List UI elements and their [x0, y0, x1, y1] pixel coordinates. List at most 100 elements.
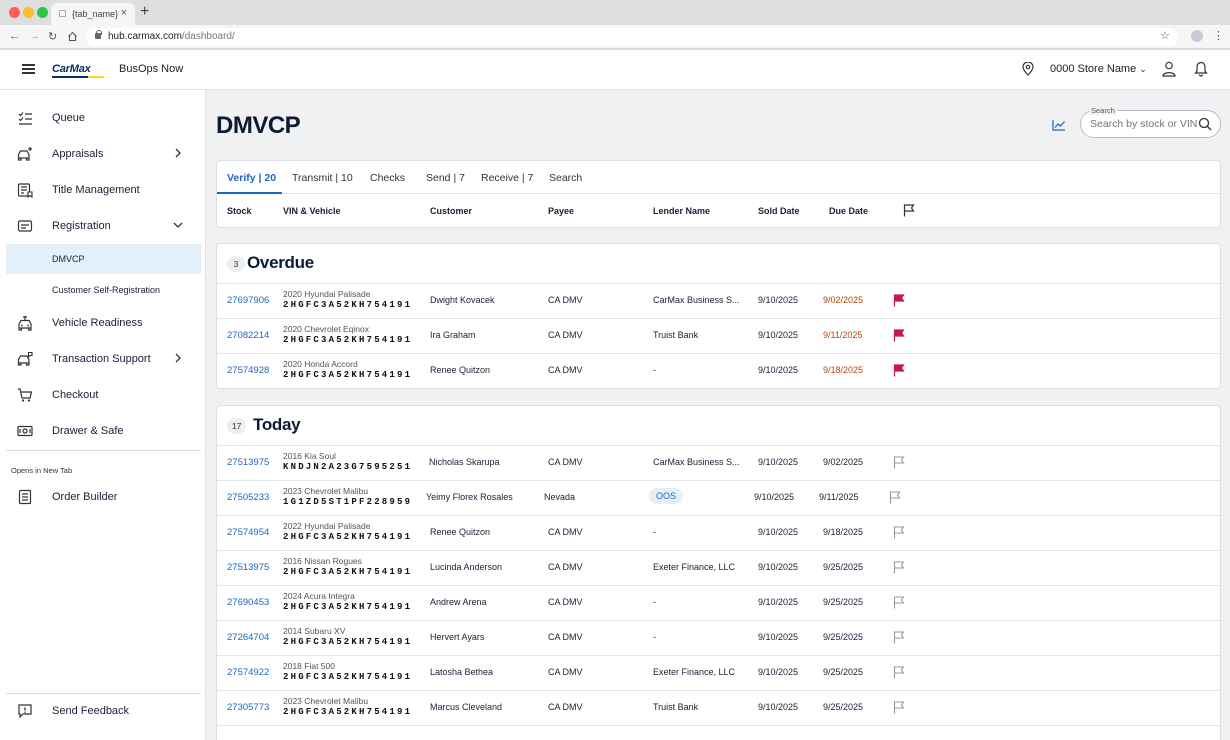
- column-header-due-date[interactable]: Due Date: [829, 206, 869, 216]
- chart-trend-icon[interactable]: [1052, 119, 1066, 131]
- flag-header-icon[interactable]: [903, 204, 915, 217]
- flag-filled-icon[interactable]: [893, 294, 905, 307]
- sidebar-item-order-builder[interactable]: Order Builder: [0, 483, 206, 513]
- flag-outline-icon[interactable]: [893, 701, 905, 714]
- table-row[interactable]: 27574954 2022 Hyundai Palisade 2HGFC3A52…: [217, 515, 1222, 550]
- stock-link[interactable]: 27305773: [227, 702, 270, 713]
- flag-outline-icon[interactable]: [893, 596, 905, 609]
- stock-link[interactable]: 27513975: [227, 457, 270, 468]
- flag-outline-icon[interactable]: [893, 561, 905, 574]
- back-icon[interactable]: ←: [9, 30, 20, 42]
- search-icon[interactable]: [1198, 117, 1212, 131]
- sidebar-item-label: Title Management: [52, 184, 140, 196]
- home-icon[interactable]: [67, 31, 78, 42]
- tab-search[interactable]: Search: [549, 172, 583, 184]
- browser-tab[interactable]: {tab_name} ×: [51, 3, 135, 25]
- vehicle-name: 2023 Chevrolet Malibu: [283, 696, 369, 706]
- table-row[interactable]: 27305773 2023 Chevrolet Malibu 2HGFC3A52…: [217, 690, 1222, 725]
- sidebar-item-title-management[interactable]: Title Management: [0, 176, 206, 206]
- cash-icon: [17, 425, 33, 437]
- table-row[interactable]: 27513975 2016 Nissan Rogues 2HGFC3A52KH7…: [217, 550, 1222, 585]
- table-row[interactable]: 27690453 2024 Acura Integra 2HGFC3A52KH7…: [217, 585, 1222, 620]
- sidebar-item-checkout[interactable]: Checkout: [0, 381, 206, 411]
- chevron-right-icon: [175, 353, 181, 363]
- sidebar-item-label: Checkout: [52, 389, 99, 401]
- flag-outline-icon[interactable]: [893, 631, 905, 644]
- table-row-partial[interactable]: [217, 725, 1222, 740]
- vehicle-name: 2022 Hyundai Palisade: [283, 521, 371, 531]
- store-selector[interactable]: 0000 Store Name ⌄: [1050, 63, 1147, 75]
- lender-name: -: [653, 527, 656, 537]
- column-header-stock[interactable]: Stock: [227, 206, 252, 216]
- url-field[interactable]: hub.carmax.com/dashboard/ ☆: [86, 28, 1178, 46]
- tab-checks[interactable]: Checks: [370, 172, 406, 184]
- sidebar-item-drawer-safe[interactable]: Drawer & Safe: [0, 417, 206, 447]
- stock-link[interactable]: 27690453: [227, 597, 270, 608]
- stock-link[interactable]: 27574922: [227, 667, 270, 678]
- table-row[interactable]: 27264704 2014 Subaru XV 2HGFC3A52KH75419…: [217, 620, 1222, 655]
- profile-avatar[interactable]: [1191, 30, 1203, 42]
- user-icon[interactable]: [1162, 61, 1176, 77]
- close-tab-icon[interactable]: ×: [120, 7, 127, 19]
- column-header-vin-vehicle[interactable]: VIN & Vehicle: [283, 206, 341, 216]
- hamburger-menu-icon[interactable]: [22, 64, 35, 74]
- payee: CA DMV: [548, 702, 583, 712]
- bell-icon[interactable]: [1194, 61, 1208, 77]
- zoom-window-button[interactable]: [37, 7, 48, 18]
- vehicle-name: 2014 Subaru XV: [283, 626, 346, 636]
- stock-link[interactable]: 27574954: [227, 527, 270, 538]
- payee: CA DMV: [548, 597, 583, 607]
- sold-date: 9/10/2025: [758, 295, 799, 305]
- table-row[interactable]: 27574928 2020 Honda Accord 2HGFC3A52KH75…: [217, 353, 1222, 388]
- forward-icon[interactable]: →: [29, 30, 40, 42]
- location-pin-icon[interactable]: [1022, 62, 1034, 76]
- sidebar-item-registration[interactable]: Registration: [0, 212, 206, 242]
- sidebar-item-appraisals[interactable]: Appraisals: [0, 140, 206, 170]
- sidebar-item-transaction-support[interactable]: Transaction Support: [0, 345, 206, 375]
- browser-menu-icon[interactable]: ⋮: [1213, 30, 1224, 42]
- stock-link[interactable]: 27505233: [227, 492, 270, 503]
- table-row[interactable]: 27574922 2018 Fiat 500 2HGFC3A52KH754191…: [217, 655, 1222, 690]
- close-window-button[interactable]: [9, 7, 20, 18]
- sidebar-item-send-feedback[interactable]: Send Feedback: [0, 697, 206, 727]
- table-row[interactable]: 27513975 2016 Kia Soul KNDJN2A23G7595251…: [217, 445, 1222, 480]
- sold-date: 9/10/2025: [758, 632, 799, 642]
- reload-icon[interactable]: ↻: [48, 31, 58, 43]
- sidebar-item-vehicle-readiness[interactable]: Vehicle Readiness: [0, 309, 206, 339]
- minimize-window-button[interactable]: [23, 7, 34, 18]
- sold-date: 9/10/2025: [758, 667, 799, 677]
- column-header-payee[interactable]: Payee: [548, 206, 575, 216]
- stock-link[interactable]: 27082214: [227, 330, 270, 341]
- stock-link[interactable]: 27574928: [227, 365, 270, 376]
- new-tab-icon[interactable]: +: [140, 3, 150, 20]
- table-row[interactable]: 27082214 2020 Chevrolet Eqinox 2HGFC3A52…: [217, 318, 1222, 353]
- stock-link[interactable]: 27697906: [227, 295, 270, 306]
- flag-outline-icon[interactable]: [893, 456, 905, 469]
- column-header-customer[interactable]: Customer: [430, 206, 473, 216]
- column-header-lender-name[interactable]: Lender Name: [653, 206, 711, 216]
- car-plus-icon: [17, 147, 32, 161]
- tab-transmit[interactable]: Transmit | 10: [292, 172, 353, 184]
- tab-verify[interactable]: Verify | 20: [227, 172, 277, 184]
- url-path: /dashboard/: [181, 31, 235, 42]
- flag-outline-icon[interactable]: [889, 491, 901, 504]
- sidebar-item-dmvcp[interactable]: DMVCP: [6, 244, 201, 274]
- carmax-logo[interactable]: CarMax: [52, 63, 91, 75]
- customer-name: Andrew Arena: [430, 597, 487, 607]
- search-input[interactable]: [1090, 118, 1200, 130]
- flag-filled-icon[interactable]: [893, 364, 905, 377]
- sidebar-item-customer-self-registration[interactable]: Customer Self-Registration: [6, 275, 201, 305]
- flag-outline-icon[interactable]: [893, 526, 905, 539]
- stock-link[interactable]: 27264704: [227, 632, 270, 643]
- tab-receive[interactable]: Receive | 7: [481, 172, 534, 184]
- sidebar-item-queue[interactable]: Queue: [0, 104, 206, 134]
- stock-link[interactable]: 27513975: [227, 562, 270, 573]
- column-header-sold-date[interactable]: Sold Date: [758, 206, 800, 216]
- flag-filled-icon[interactable]: [893, 329, 905, 342]
- table-row[interactable]: 27505233 2023 Chevrolet Malibu 1G1ZD5ST1…: [217, 480, 1222, 515]
- table-row[interactable]: 27697906 2020 Hyundai Palisade 2HGFC3A52…: [217, 283, 1222, 318]
- bookmark-star-icon[interactable]: ☆: [1160, 30, 1170, 42]
- tab-send[interactable]: Send | 7: [426, 172, 465, 184]
- flag-outline-icon[interactable]: [893, 666, 905, 679]
- sidebar-item-label: Registration: [52, 220, 111, 232]
